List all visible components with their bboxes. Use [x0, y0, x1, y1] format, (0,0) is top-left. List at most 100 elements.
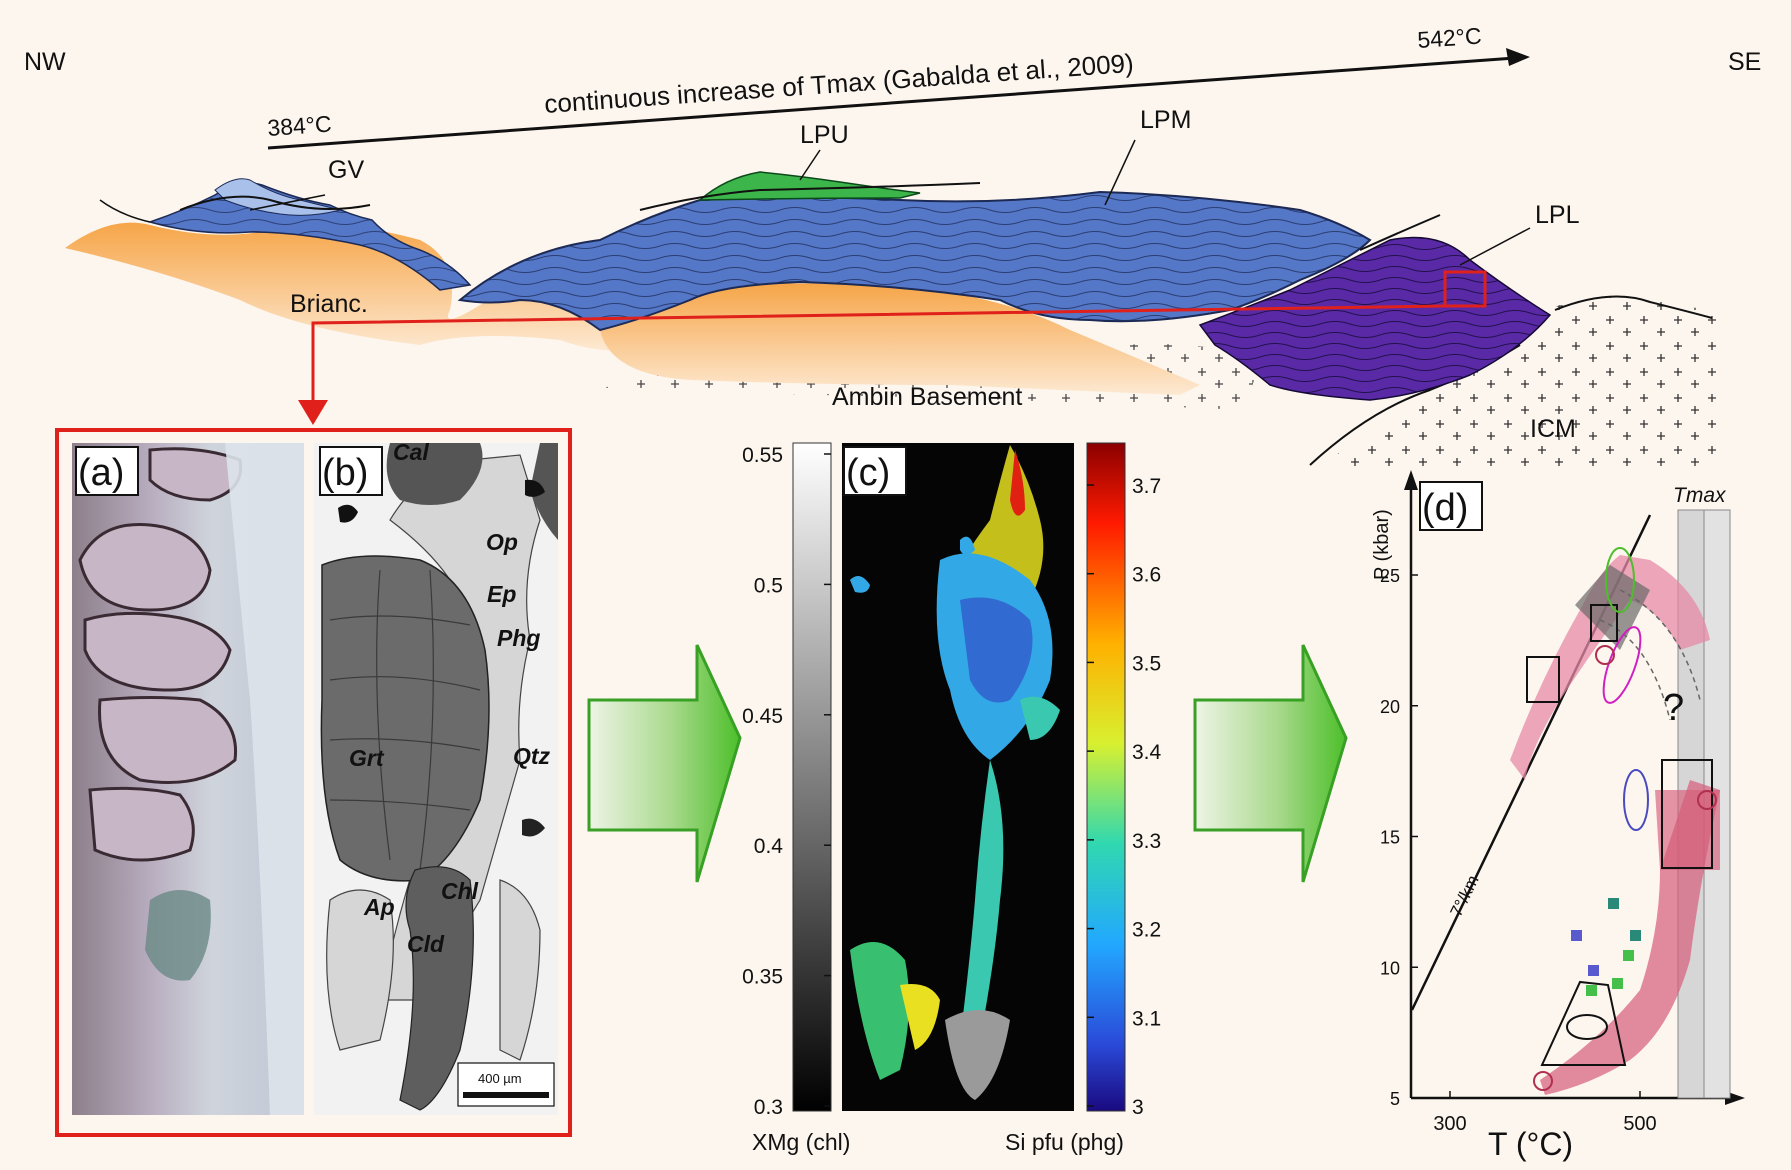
xmg-tick-label: 0.35: [742, 966, 783, 989]
ambin-basement-label: Ambin Basement: [832, 383, 1022, 411]
pt-box-3: [1661, 759, 1713, 869]
pt-y-tick-label: 5: [1390, 1089, 1400, 1109]
lpl-label: LPL: [1535, 201, 1580, 229]
data-point-3: [1630, 930, 1641, 941]
xmg-colorbar: [792, 442, 832, 1112]
scale-bar-box: [457, 1062, 555, 1107]
tmax-trend-caption: continuous increase of Tmax (Gabalda et …: [543, 48, 1134, 119]
mineral-grt-label: Grt: [349, 745, 385, 771]
panel-d-label: (d): [1422, 487, 1468, 529]
panel-a-vein: [225, 443, 304, 1115]
xmg-tick-label: 0.5: [754, 574, 783, 597]
panel-c: 0.550.50.450.40.350.3 XMg (chl) (c) 3.73…: [742, 442, 1162, 1155]
xmg-tick-label: 0.55: [742, 444, 783, 467]
panel-b-garnet: [320, 555, 490, 882]
scale-bar: [463, 1092, 549, 1098]
gv-foliation: [150, 182, 470, 290]
xmg-tick-label: 0.3: [754, 1096, 783, 1119]
circle-marker-3: [1697, 790, 1717, 810]
lpl-foliation: [1200, 237, 1550, 400]
mineral-qtz-label: Qtz: [513, 743, 551, 769]
data-point-1: [1571, 930, 1582, 941]
tmax-trend-arrow-line: [267, 56, 1516, 150]
si-colorbar: [1086, 442, 1126, 1112]
si-tick-label: 3.4: [1132, 741, 1162, 764]
pt-y-arrowhead: [1404, 470, 1418, 490]
lpu-top-fault: [639, 182, 981, 211]
panel-ab-frame: [55, 428, 572, 1137]
green-arrow-1: [587, 644, 742, 883]
question-mark: ?: [1663, 687, 1684, 729]
panel-a-chlorite: [145, 890, 211, 981]
mineral-cld-label: Cld: [407, 931, 445, 957]
pt-y-ticks: 25 20 15 10 5: [1380, 566, 1418, 1109]
pt-y-tick-label: 15: [1380, 828, 1400, 848]
si-tick-label: 3.2: [1132, 919, 1161, 942]
sample-location-box: [1443, 270, 1487, 308]
data-point-2: [1608, 898, 1619, 909]
panel-b-opaque-3: [522, 818, 545, 837]
data-point-5: [1586, 985, 1597, 996]
data-point-6: [1612, 978, 1623, 989]
data-point-4: [1588, 965, 1599, 976]
panel-b-chloritoid: [399, 866, 474, 1111]
ambin-orange-unit: [600, 283, 1200, 395]
panel-c-phengite-map: [850, 445, 1060, 1100]
pt-ylabel: P (kbar): [1371, 509, 1393, 580]
lpl-top-fault: [1359, 214, 1441, 251]
panel-d: P (kbar) T (°C) 25 20 15 10 5 300 500 Tmax 7°…: [1371, 470, 1745, 1162]
pink-path-mid: [1655, 790, 1720, 870]
direction-se-label: SE: [1728, 48, 1761, 76]
pt-x-ticks: 300 500: [1433, 1091, 1657, 1135]
gv-light-blue-unit: [214, 178, 342, 216]
sample-pointer-line: [311, 304, 1446, 400]
brianconnais-label: Brianc.: [290, 290, 368, 318]
pink-path-hp: [1510, 555, 1710, 780]
gv-label: GV: [328, 156, 364, 184]
mineral-phg-label: Phg: [497, 625, 540, 651]
mineral-op-label: Op: [486, 529, 518, 555]
tmax-label: Tmax: [1673, 484, 1727, 507]
panel-b-garnet-cracks: [329, 569, 481, 871]
si-scale-label: Si pfu (phg): [1005, 1129, 1124, 1155]
panel-a-label: (a): [78, 452, 124, 494]
si-tick-label: 3.5: [1132, 652, 1161, 675]
panel-b-label: (b): [322, 452, 368, 494]
nw-surface: [99, 199, 151, 223]
pt-box-1: [1526, 656, 1560, 703]
black-ellipse: [1566, 1014, 1608, 1040]
lpm-foliation: [460, 192, 1370, 330]
si-tick-label: 3.3: [1132, 830, 1161, 853]
sample-pointer-arrowhead: [298, 400, 328, 425]
pt-y-tick-label: 25: [1380, 566, 1400, 586]
lpl-leader: [1459, 227, 1531, 266]
panel-c-label-box: [843, 446, 907, 496]
temp-end-label: 542°C: [1417, 23, 1483, 53]
green-ellipse: [1605, 547, 1635, 613]
si-tick-label: 3.7: [1132, 475, 1161, 498]
panel-c-label: (c): [846, 452, 890, 494]
pt-xlabel: T (°C): [1488, 1126, 1573, 1162]
lpu-leader: [799, 149, 821, 181]
panel-b-label-box: [319, 446, 383, 496]
green-arrow-2: [1193, 644, 1348, 883]
magenta-ellipse: [1602, 626, 1642, 704]
dashed-path-1: [1619, 589, 1701, 701]
pt-y-tick-label: 20: [1380, 697, 1400, 717]
panel-d-label-box: [1419, 481, 1483, 531]
mineral-chl-label: Chl: [441, 878, 479, 904]
temp-start-label: 384°C: [267, 111, 333, 141]
si-ticks: 3.7 3.6 3.5 3.4 3.3 3.2 3.1 3: [1087, 475, 1162, 1119]
lpu-green-unit: [697, 171, 921, 201]
si-tick-label: 3: [1132, 1096, 1144, 1119]
data-point-7: [1623, 950, 1634, 961]
si-tick-label: 3.1: [1132, 1007, 1161, 1030]
scale-bar-label: 400 µm: [478, 1071, 522, 1086]
panels-ab: (a) (b) Cal Op Ep Phg Grt Qtz Ap: [55, 428, 572, 1137]
circle-marker-2: [1533, 1071, 1553, 1091]
circle-marker-1: [1595, 645, 1615, 665]
mineral-ap-label: Ap: [363, 894, 395, 920]
pt-x-tick-label: 500: [1623, 1113, 1656, 1135]
panel-a-grains: [78, 447, 243, 862]
